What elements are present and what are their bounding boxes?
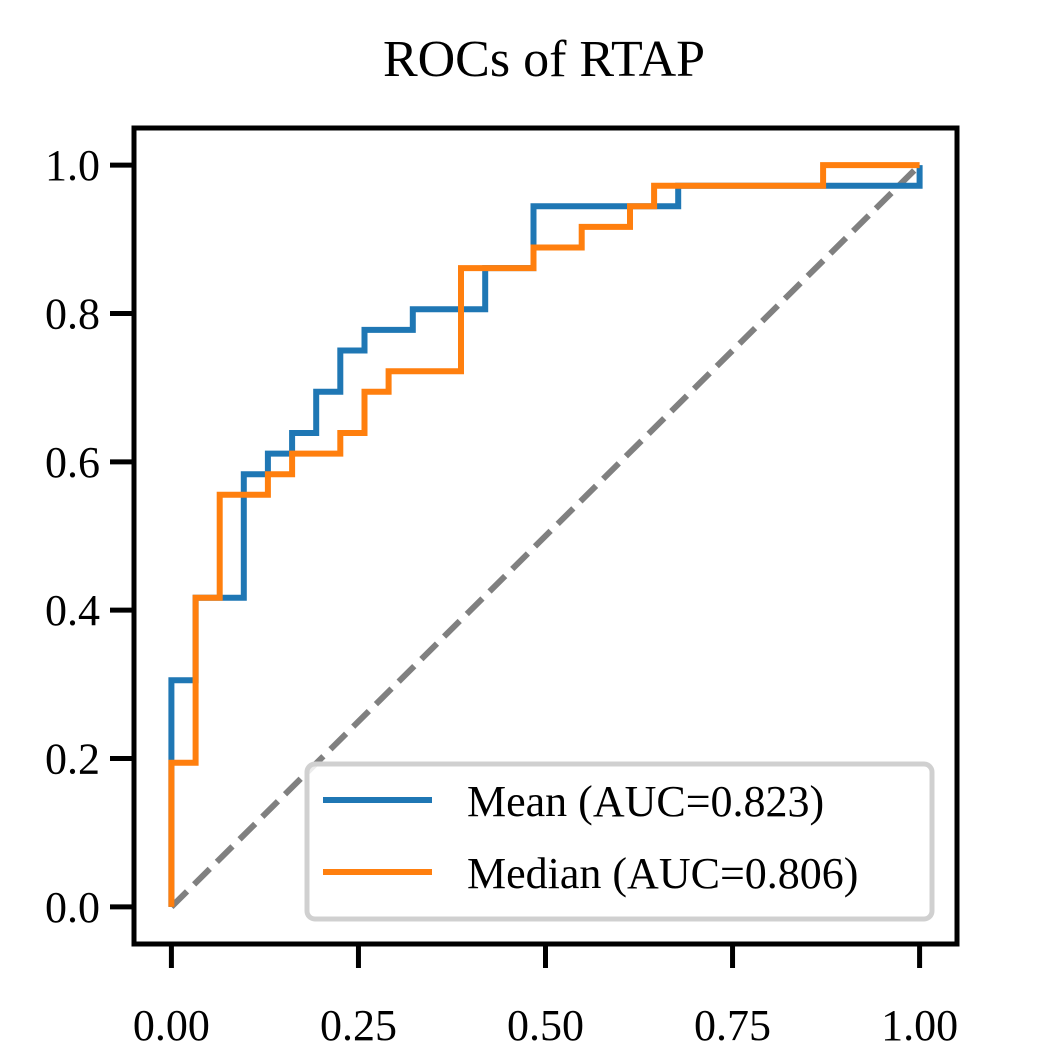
legend: Mean (AUC=0.823) Median (AUC=0.806) (304, 761, 935, 922)
x-axis: 0.00 0.25 0.50 0.75 1.00 (133, 944, 958, 1050)
plot-area (168, 162, 923, 910)
chart-title: ROCs of RTAP (383, 31, 705, 88)
y-tick-label: 0.2 (45, 735, 100, 784)
y-tick-label: 0.8 (45, 289, 100, 338)
y-tick-label: 0.0 (45, 883, 100, 932)
plot-frame (131, 125, 960, 947)
x-tick-label: 1.00 (881, 1001, 958, 1050)
reference-diagonal-line (169, 162, 922, 910)
x-tick-label: 0.25 (320, 1001, 397, 1050)
y-tick-label: 0.6 (45, 438, 100, 487)
y-tick-label: 1.0 (45, 141, 100, 190)
x-tick-label: 0.75 (694, 1001, 771, 1050)
y-tick-label: 0.4 (45, 586, 100, 635)
y-axis: 0.0 0.2 0.4 0.6 0.8 1.0 (45, 141, 134, 932)
x-tick-label: 0.50 (507, 1001, 584, 1050)
series-line-median (168, 162, 920, 907)
x-tick-label: 0.00 (133, 1001, 210, 1050)
legend-box (304, 761, 935, 922)
legend-label-median: Median (AUC=0.806) (467, 849, 858, 898)
legend-label-mean: Mean (AUC=0.823) (467, 777, 824, 826)
